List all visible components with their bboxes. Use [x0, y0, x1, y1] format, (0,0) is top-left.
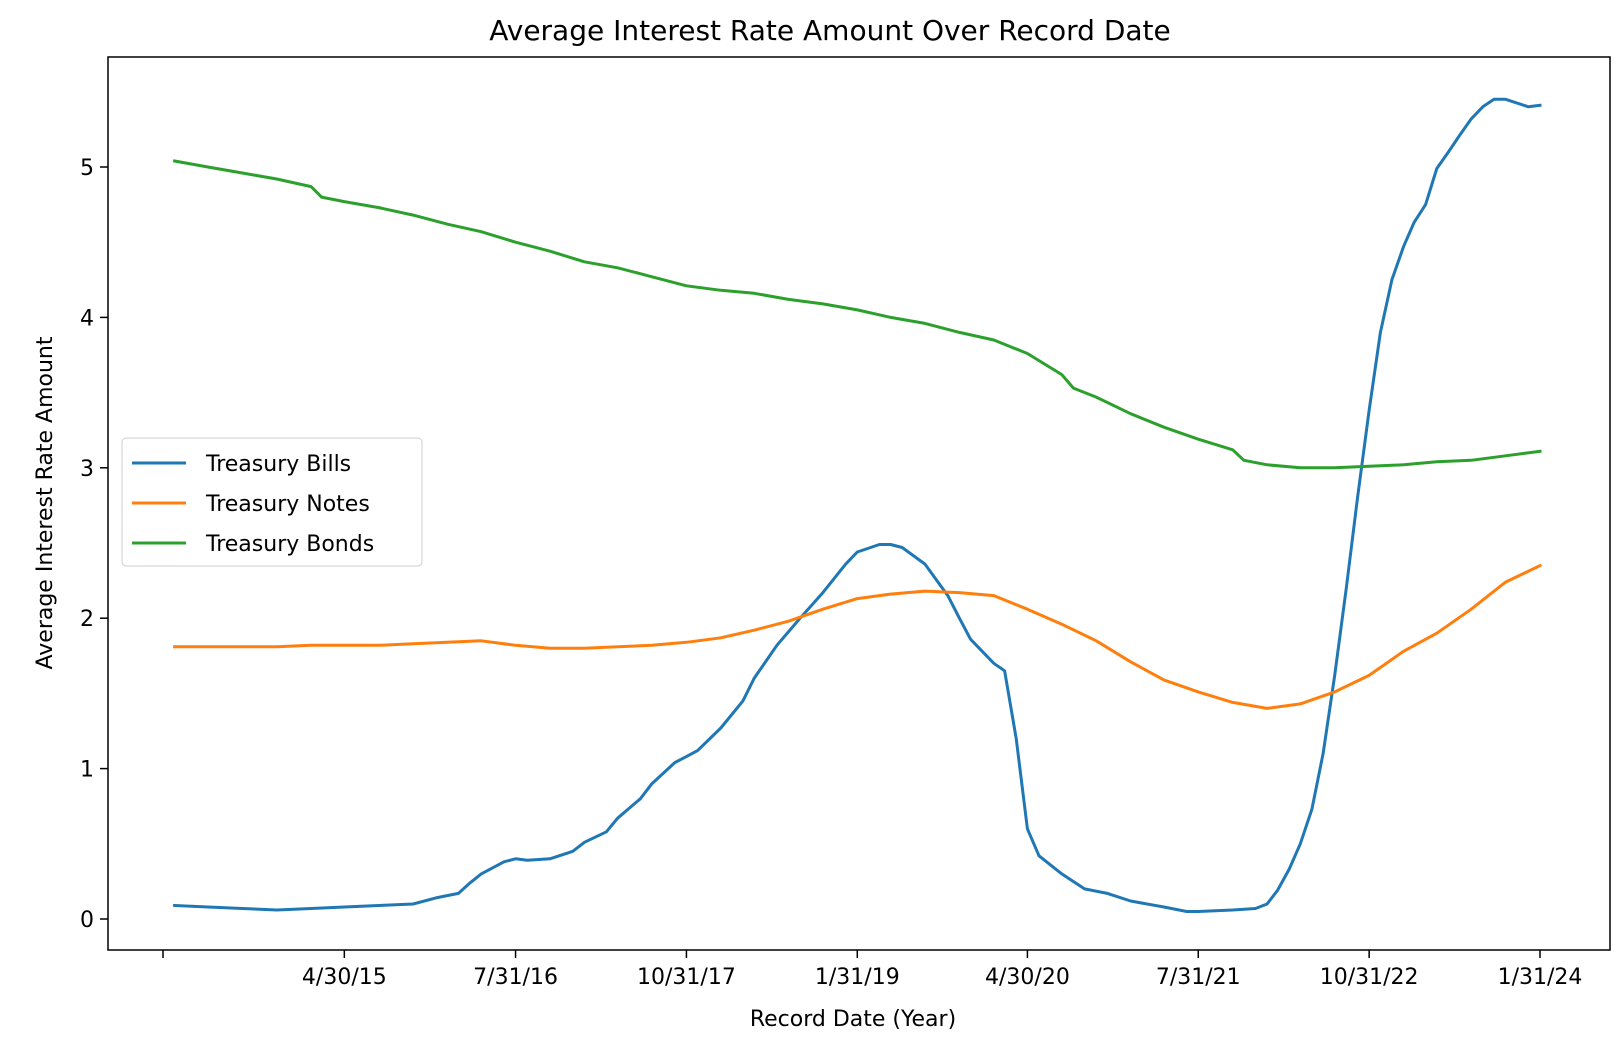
y-tick-label: 3 [80, 457, 94, 482]
y-axis: 0 1 2 3 4 5 [80, 156, 108, 933]
y-axis-label: Average Interest Rate Amount [33, 336, 58, 669]
series-line-treasury-bonds [172, 159, 1542, 470]
series-line-treasury-notes [173, 563, 1543, 710]
series-line-treasury-bills [173, 97, 1542, 913]
series-layer [172, 97, 1543, 913]
legend: Treasury Bills Treasury Notes Treasury Bon… [121, 437, 423, 567]
y-tick-label: 5 [80, 156, 94, 181]
x-tick-label: 7/31/21 [1156, 965, 1241, 990]
legend-label: Treasury Bills [205, 452, 351, 477]
y-tick-label: 2 [80, 607, 94, 632]
y-tick-label: 1 [80, 758, 94, 783]
x-tick-label: 10/31/17 [637, 965, 736, 990]
plot-frame [107, 56, 1611, 951]
x-axis-label: Record Date (Year) [750, 1007, 956, 1032]
x-tick-label: 4/30/15 [302, 965, 387, 990]
legend-label: Treasury Notes [205, 492, 370, 517]
x-axis: 4/30/15 7/31/16 10/31/17 1/31/19 4/30/20 7/31… [162, 950, 1583, 990]
y-tick-label: 0 [80, 908, 94, 933]
x-tick-label: 10/31/22 [1320, 965, 1419, 990]
chart-title: Average Interest Rate Amount Over Record… [489, 14, 1171, 47]
y-tick-label: 4 [80, 306, 94, 331]
x-tick-label: 1/31/19 [815, 965, 900, 990]
legend-box [121, 437, 423, 567]
x-tick-label: 4/30/20 [985, 965, 1070, 990]
x-tick-label: 7/31/16 [473, 965, 558, 990]
legend-label: Treasury Bonds [205, 532, 374, 557]
x-tick-label: 1/31/24 [1498, 965, 1583, 990]
